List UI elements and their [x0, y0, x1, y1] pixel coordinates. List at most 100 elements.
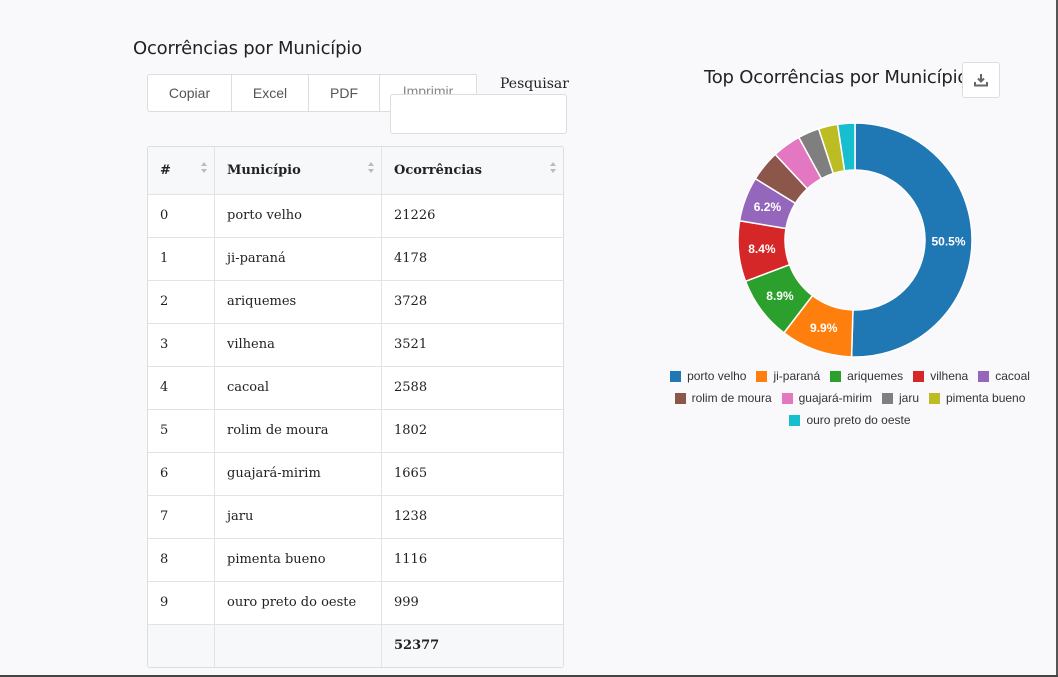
- legend-item[interactable]: ariquemes: [830, 369, 903, 383]
- legend-label: jaru: [898, 391, 919, 405]
- legend-item[interactable]: porto velho: [670, 369, 746, 383]
- cell-municipio: guajará-mirim: [214, 452, 382, 496]
- cell-ocorrencias: 999: [381, 581, 563, 625]
- slice-percent-label: 8.4%: [748, 242, 776, 256]
- table-row: 5 rolim de moura 1802: [148, 409, 563, 453]
- cell-index: 9: [148, 581, 215, 625]
- table-row: 3 vilhena 3521: [148, 323, 563, 367]
- cell-index: 6: [148, 452, 215, 496]
- cell-ocorrencias: 3728: [381, 280, 563, 324]
- cell-index: 8: [148, 538, 215, 582]
- legend-swatch: [756, 370, 768, 382]
- legend-label: vilhena: [930, 369, 969, 383]
- table-row: 0 porto velho 21226: [148, 194, 563, 238]
- legend-swatch: [929, 392, 940, 404]
- sort-icon: [550, 162, 556, 176]
- cell-municipio: vilhena: [214, 323, 382, 367]
- pdf-button[interactable]: PDF: [308, 74, 380, 112]
- cell-ocorrencias: 21226: [381, 194, 563, 238]
- legend-label: ariquemes: [847, 369, 904, 383]
- legend-label: guajará-mirim: [798, 391, 872, 405]
- slice-percent-label: 50.5%: [931, 234, 965, 248]
- cell-municipio: ariquemes: [214, 280, 382, 324]
- cell-index: 7: [148, 495, 215, 539]
- sort-icon: [368, 162, 374, 176]
- table-header-row: # Município Ocorrências: [148, 147, 563, 195]
- legend-label: ouro preto do oeste: [806, 413, 911, 427]
- cell-ocorrencias: 1238: [381, 495, 563, 539]
- window-edge-bottom: [0, 675, 1058, 677]
- legend-label: rolim de moura: [691, 391, 772, 405]
- cell-municipio: rolim de moura: [214, 409, 382, 453]
- legend-swatch: [670, 370, 682, 382]
- legend-swatch: [781, 392, 793, 404]
- legend-item[interactable]: guajará-mirim: [781, 391, 872, 405]
- total-value: 52377: [394, 638, 440, 654]
- legend-swatch: [789, 414, 801, 426]
- cell-ocorrencias: 1802: [381, 409, 563, 453]
- cell-ocorrencias: 4178: [381, 237, 563, 281]
- cell-municipio: ouro preto do oeste: [214, 581, 382, 625]
- download-icon: [974, 74, 988, 87]
- legend-label: porto velho: [687, 369, 747, 383]
- column-header-label: #: [160, 162, 171, 178]
- legend-item[interactable]: vilhena: [913, 369, 968, 383]
- legend-item[interactable]: rolim de moura: [674, 391, 772, 405]
- legend-swatch: [830, 370, 842, 382]
- table-footer-row: 52377: [148, 624, 563, 667]
- legend-swatch: [674, 392, 686, 404]
- cell-ocorrencias: 1116: [381, 538, 563, 582]
- cell-ocorrencias: 2588: [381, 366, 563, 410]
- donut-slice-porto-velho[interactable]: [850, 122, 973, 358]
- footer-cell-empty: [148, 624, 215, 667]
- legend-item[interactable]: jaru: [881, 391, 919, 405]
- legend-item[interactable]: ji-paraná: [756, 369, 820, 383]
- column-header-ocorrencias[interactable]: Ocorrências: [381, 147, 563, 195]
- footer-cell-empty: [214, 624, 382, 667]
- donut-chart: 50.5% 9.9% 8.9% 8.4% 6.2%: [737, 122, 973, 358]
- slice-percent-label: 6.2%: [754, 200, 782, 214]
- cell-municipio: jaru: [214, 495, 382, 539]
- cell-index: 2: [148, 280, 215, 324]
- excel-button[interactable]: Excel: [231, 74, 309, 112]
- legend-label: cacoal: [995, 369, 1030, 383]
- download-button[interactable]: [962, 62, 1000, 98]
- window-edge-right: [1056, 0, 1058, 677]
- donut-slice-ouro-preto-do-oeste[interactable]: [836, 122, 856, 172]
- cell-municipio: ji-paraná: [214, 237, 382, 281]
- table-row: 9 ouro preto do oeste 999: [148, 581, 563, 625]
- legend-item[interactable]: ouro preto do oeste: [789, 413, 911, 427]
- chart-title: Top Ocorrências por Município: [704, 67, 969, 88]
- chart-legend: porto velho ji-paraná ariquemes vilhena caco…: [660, 369, 1040, 427]
- legend-swatch: [978, 370, 990, 382]
- column-header-label: Ocorrências: [394, 162, 482, 178]
- table-row: 8 pimenta bueno 1116: [148, 538, 563, 582]
- cell-ocorrencias: 1665: [381, 452, 563, 496]
- legend-label: ji-paraná: [773, 369, 821, 383]
- cell-index: 0: [148, 194, 215, 238]
- cell-index: 4: [148, 366, 215, 410]
- cell-municipio: porto velho: [214, 194, 382, 238]
- legend-swatch: [881, 392, 893, 404]
- search-label: Pesquisar: [500, 76, 569, 92]
- slice-percent-label: 9.9%: [810, 321, 838, 335]
- legend-swatch: [913, 370, 925, 382]
- table-row: 7 jaru 1238: [148, 495, 563, 539]
- data-table: # Município Ocorrências 0 porto velho 2122…: [147, 146, 564, 668]
- cell-index: 5: [148, 409, 215, 453]
- cell-index: 3: [148, 323, 215, 367]
- legend-item[interactable]: cacoal: [978, 369, 1030, 383]
- slice-percent-label: 8.9%: [766, 289, 794, 303]
- page-title: Ocorrências por Município: [133, 38, 362, 59]
- table-row: 6 guajará-mirim 1665: [148, 452, 563, 496]
- copy-button[interactable]: Copiar: [147, 74, 232, 112]
- cell-municipio: cacoal: [214, 366, 382, 410]
- column-header-municipio[interactable]: Município: [214, 147, 382, 195]
- column-header-index[interactable]: #: [148, 147, 215, 195]
- cell-index: 1: [148, 237, 215, 281]
- search-input[interactable]: [390, 94, 567, 134]
- cell-municipio: pimenta bueno: [214, 538, 382, 582]
- table-row: 2 ariquemes 3728: [148, 280, 563, 324]
- table-row: 1 ji-paraná 4178: [148, 237, 563, 281]
- legend-item[interactable]: pimenta bueno: [929, 391, 1025, 405]
